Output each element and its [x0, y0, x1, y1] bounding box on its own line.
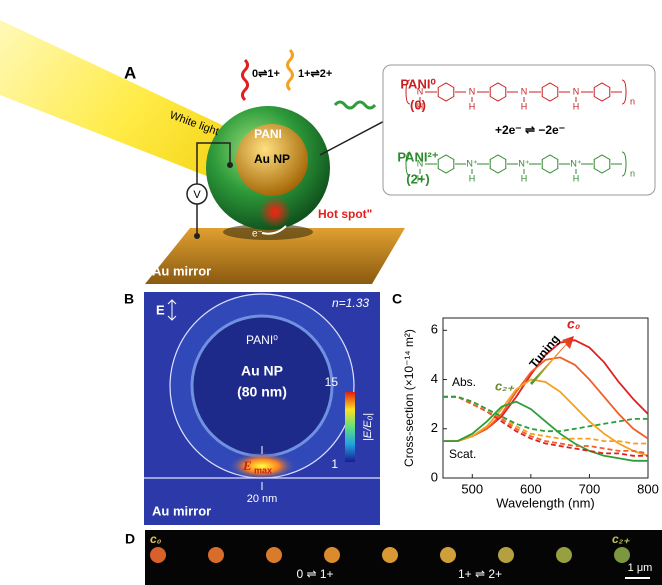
- atom-label: N⁺: [518, 158, 529, 168]
- annotation: Scat.: [449, 447, 476, 461]
- atom-label: N⁺: [570, 158, 581, 168]
- reaction: +2e⁻ ⇌ −2e⁻: [495, 123, 565, 137]
- spot: [324, 547, 340, 563]
- step-label: 1+ ⇌ 2+: [458, 567, 502, 581]
- emax-symbol: E: [242, 458, 252, 473]
- x-tick-label: 800: [637, 481, 659, 496]
- colorbar-max: 15: [325, 375, 339, 389]
- atom-label: H: [521, 173, 528, 183]
- repeat-label: n: [630, 96, 635, 106]
- panel-label: A: [124, 63, 136, 82]
- shell-label: PANI⁰: [246, 333, 278, 347]
- annotation: c₂₊: [495, 378, 514, 393]
- emax-subscript: max: [254, 465, 272, 475]
- end-label: c₂₊: [612, 532, 630, 546]
- colorbar: [345, 392, 355, 462]
- y-tick-label: 6: [431, 322, 438, 337]
- hotspot-label: Hot spot": [318, 207, 372, 221]
- spot: [498, 547, 514, 563]
- contact: [227, 162, 233, 168]
- core-label: Au NP: [254, 152, 290, 166]
- series-line: [443, 397, 648, 444]
- index-label: n=1.33: [332, 296, 369, 310]
- x-axis-label: Wavelength (nm): [496, 495, 595, 510]
- electron-label: e⁻: [252, 229, 263, 240]
- start-label: c₀: [150, 532, 162, 546]
- annotation: Tuning: [526, 332, 562, 371]
- spot: [150, 547, 166, 563]
- atom-label: H: [469, 173, 476, 183]
- colorbar-label: |E/E₀|: [362, 413, 374, 441]
- emission-wave: [288, 50, 293, 90]
- pointer: [320, 118, 390, 155]
- atom-label: N: [521, 86, 528, 96]
- scale-label: 1 μm: [628, 562, 653, 574]
- substrate-label: Au mirror: [152, 263, 211, 278]
- atom-label: H: [417, 173, 424, 183]
- atom-label: H: [469, 101, 476, 111]
- hot-spot: [259, 196, 291, 228]
- spot: [382, 547, 398, 563]
- colorbar-min: 1: [331, 457, 338, 471]
- atom-label: N⁺: [466, 158, 477, 168]
- y-tick-label: 2: [431, 420, 438, 435]
- atom-label: H: [417, 101, 424, 111]
- gap-label: 20 nm: [247, 493, 278, 505]
- emission-wave: [335, 102, 375, 108]
- panel-label: C: [392, 291, 402, 307]
- transition-label: 1+⇌2+: [298, 68, 332, 80]
- figure: A White light PANI Au NP Hot spot" e⁻ V …: [0, 0, 662, 585]
- panel-label: B: [124, 291, 134, 307]
- atom-label: H: [521, 101, 528, 111]
- panel-b: B E n=1.33 PANI⁰ Au NP (80 nm) 15 1 |E/E…: [124, 291, 380, 525]
- panel-label: D: [125, 531, 135, 547]
- x-tick-label: 600: [520, 481, 542, 496]
- core-label: Au NP: [241, 363, 283, 379]
- atom-label: N: [417, 86, 424, 96]
- spot: [266, 547, 282, 563]
- spot: [556, 547, 572, 563]
- size-label: (80 nm): [237, 384, 287, 400]
- y-tick-label: 0: [431, 469, 438, 484]
- page: {"panel_a":{"label":"A","light":"White l…: [0, 0, 662, 585]
- shell-label: PANI: [254, 127, 282, 141]
- atom-label: H: [573, 101, 580, 111]
- atom-label: N: [469, 86, 476, 96]
- atom-label: N: [417, 158, 424, 168]
- emission-wave: [243, 60, 248, 100]
- y-axis-label: Cross-section (×10⁻¹⁴ m²): [402, 329, 416, 467]
- spot: [208, 547, 224, 563]
- series-line: [443, 357, 648, 441]
- panel-d: D c₀ c₂₊ 0 ⇌ 1+ 1+ ⇌ 2+ 1 μm: [125, 530, 662, 585]
- contact: [194, 233, 200, 239]
- series-line: [443, 397, 648, 454]
- x-tick-label: 700: [579, 481, 601, 496]
- substrate-label: Au mirror: [152, 503, 211, 518]
- atom-label: N: [573, 86, 580, 96]
- series-line: [443, 397, 648, 431]
- panel-c: C 0 2 4 6 500 600 700 800 Wavelength (nm) Cross-se…: [392, 291, 659, 511]
- annotation: Abs.: [452, 375, 476, 389]
- spot: [440, 547, 456, 563]
- step-label: 0 ⇌ 1+: [296, 567, 333, 581]
- meter-label: V: [193, 189, 201, 201]
- repeat-label: n: [630, 168, 635, 178]
- panel-a: A White light PANI Au NP Hot spot" e⁻ V …: [0, 20, 655, 284]
- annotation: c₀: [567, 316, 581, 332]
- spot: [614, 547, 630, 563]
- atom-label: H: [573, 173, 580, 183]
- transition-label: 0⇌1+: [252, 68, 280, 80]
- x-tick-label: 500: [461, 481, 483, 496]
- y-tick-label: 4: [431, 371, 438, 386]
- field-label: E: [156, 302, 165, 317]
